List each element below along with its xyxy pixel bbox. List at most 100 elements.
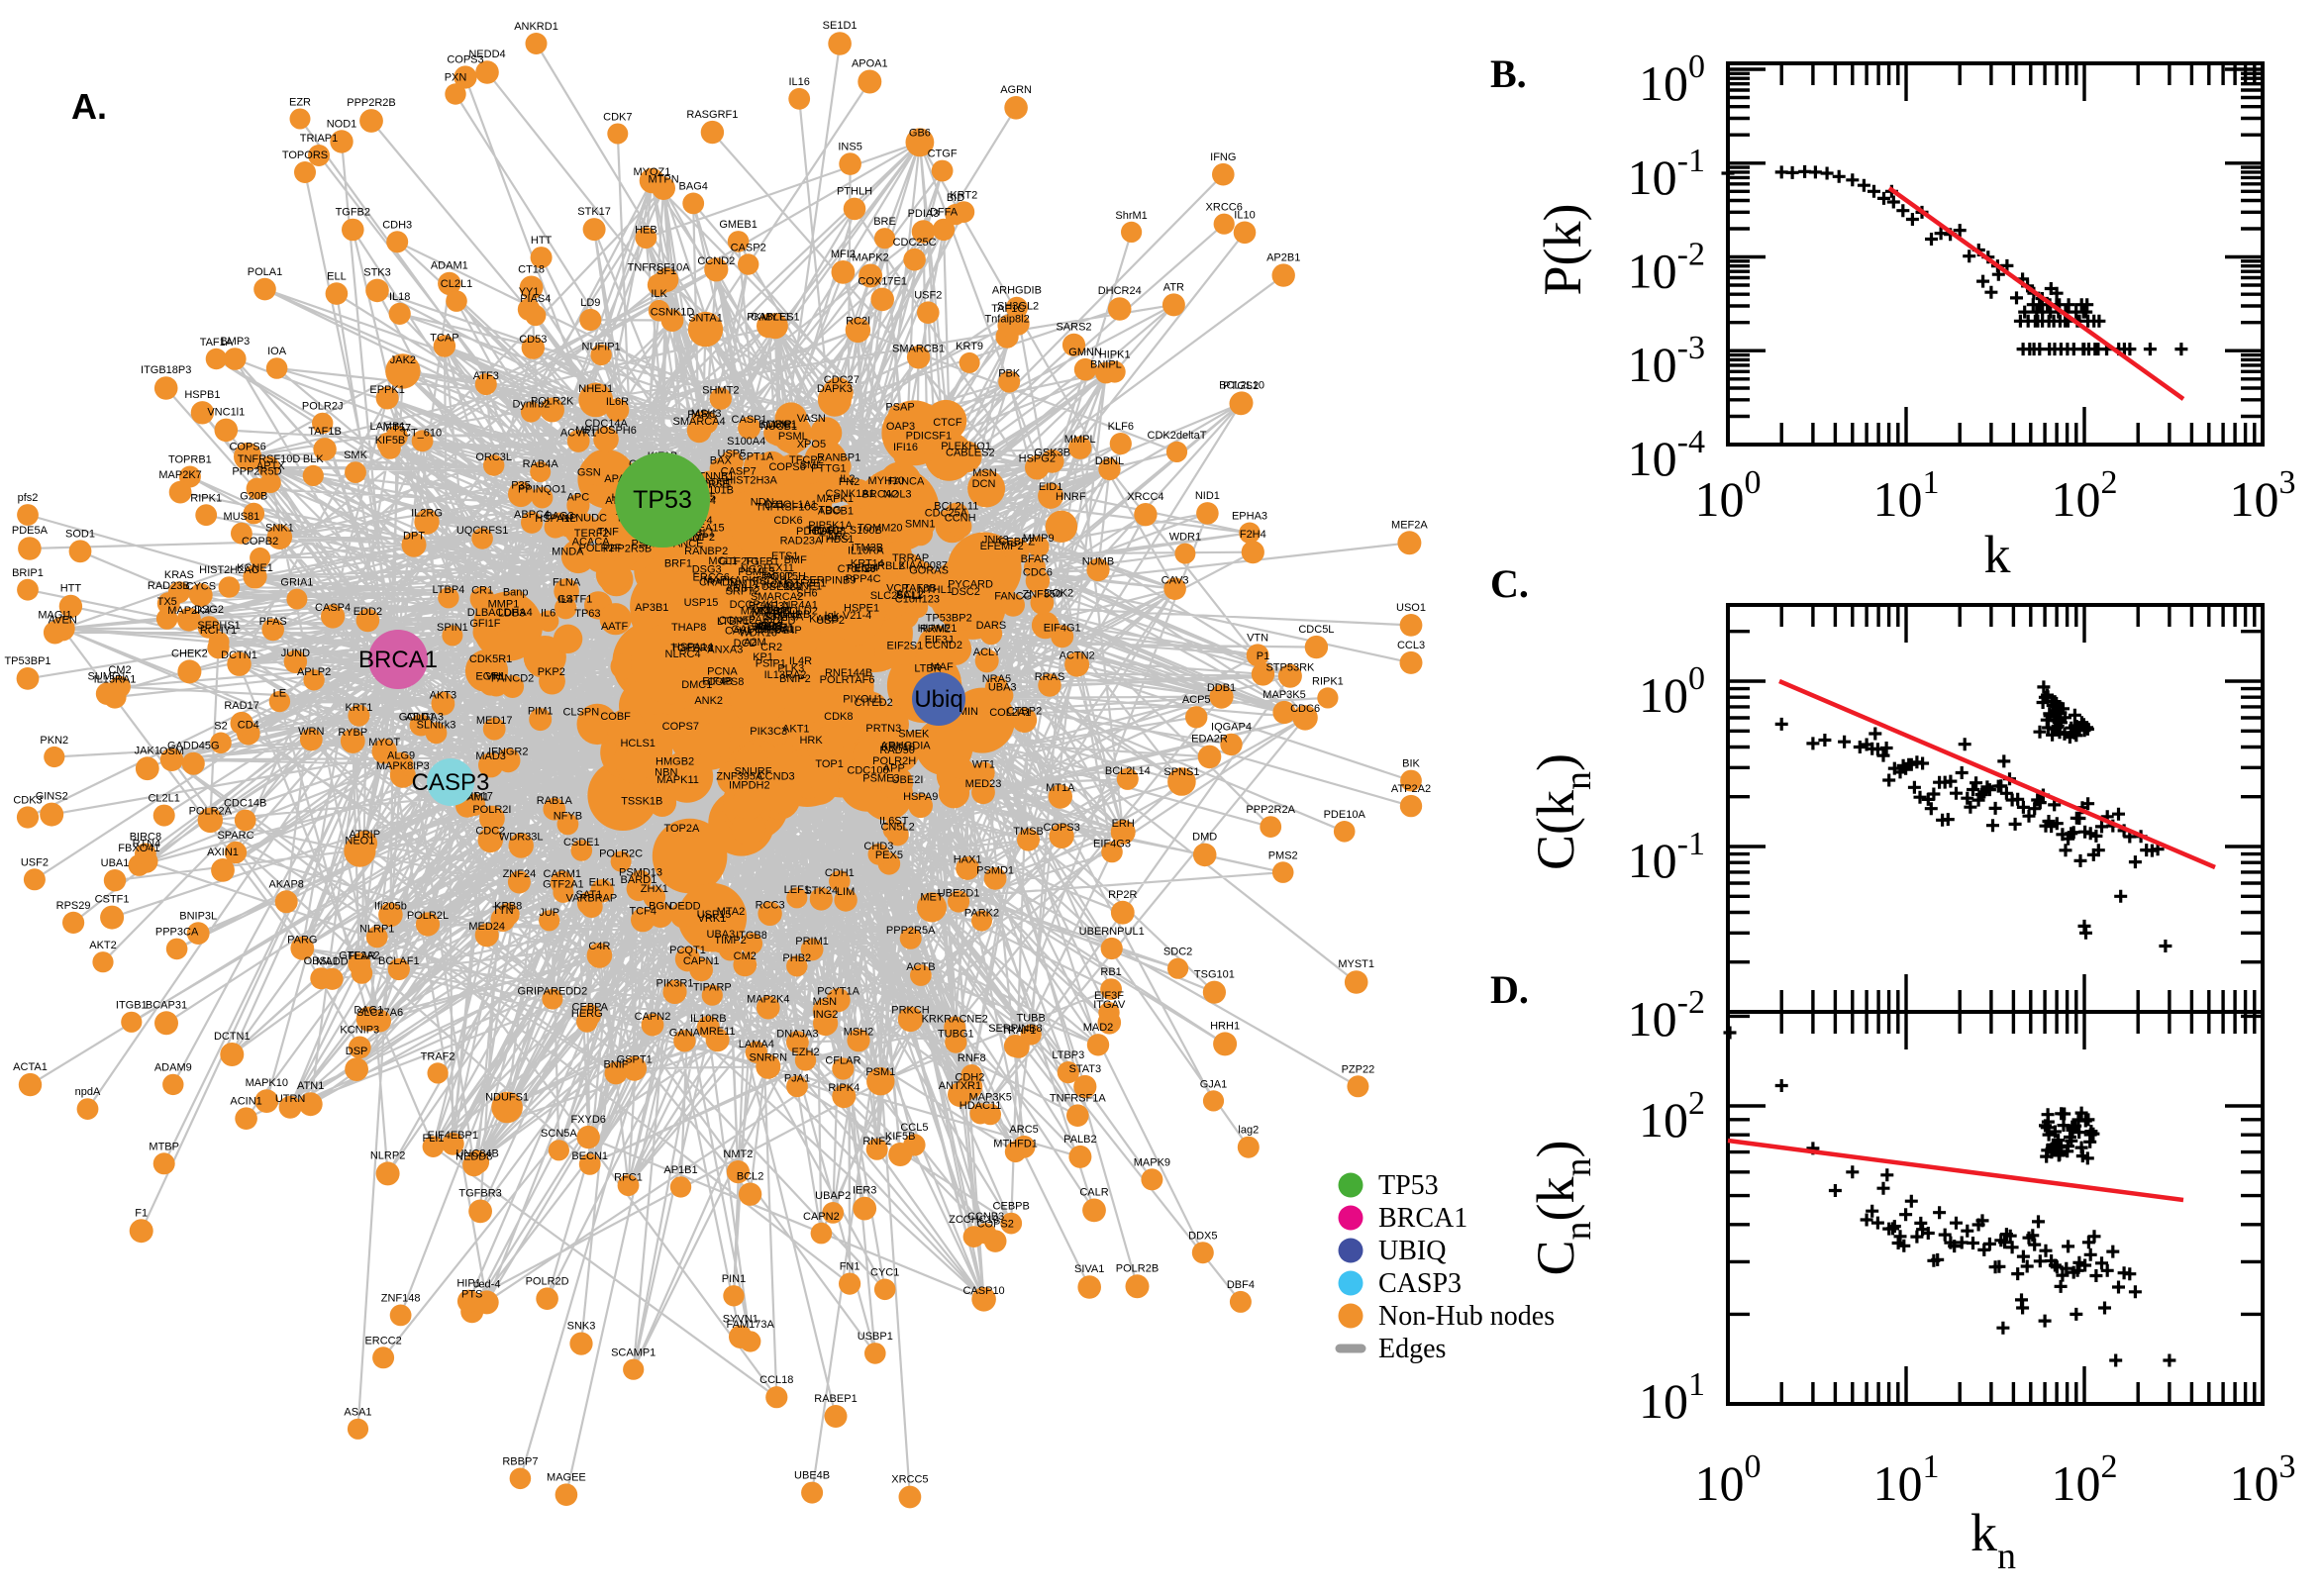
svg-text:LTBP4: LTBP4 (432, 584, 464, 596)
svg-text:BCL2L14: BCL2L14 (1105, 765, 1151, 777)
svg-text:BCCIP: BCCIP (758, 419, 792, 431)
svg-text:PTGS2: PTGS2 (1223, 380, 1259, 392)
svg-text:MYOT: MYOT (368, 737, 400, 748)
svg-text:lag2: lag2 (1238, 1125, 1259, 1137)
svg-text:ACTB: ACTB (906, 961, 935, 973)
svg-text:TAF1C: TAF1C (991, 303, 1025, 315)
svg-text:KPB8: KPB8 (494, 900, 522, 912)
svg-text:POLR2L: POLR2L (407, 910, 449, 922)
svg-text:BIK: BIK (1402, 758, 1420, 770)
svg-text:HMGB2: HMGB2 (656, 756, 694, 768)
svg-text:FLAR: FLAR (348, 950, 375, 962)
svg-text:G20B: G20B (240, 491, 267, 503)
svg-text:NTHL1: NTHL1 (918, 584, 953, 596)
svg-text:MTHFD1: MTHFD1 (993, 1138, 1038, 1149)
svg-text:VCP: VCP (886, 583, 909, 595)
svg-text:USP2: USP2 (816, 615, 845, 627)
svg-text:GRIPAREDD2: GRIPAREDD2 (518, 985, 588, 997)
svg-text:TSSK1B: TSSK1B (621, 796, 662, 808)
svg-text:10-2: 10-2 (1628, 984, 1705, 1047)
svg-text:CCNE2: CCNE2 (719, 615, 756, 627)
svg-text:C4R: C4R (588, 941, 610, 952)
svg-text:NUFIP1: NUFIP1 (582, 342, 621, 353)
svg-text:MEF2A: MEF2A (1391, 519, 1428, 531)
svg-text:USP15: USP15 (684, 597, 719, 609)
svg-text:MFI2: MFI2 (831, 249, 856, 260)
svg-text:OEDD: OEDD (669, 900, 701, 912)
svg-text:GADD5F3A1: GADD5F3A1 (731, 624, 794, 636)
svg-text:LEF1: LEF1 (784, 884, 810, 896)
svg-text:BLK: BLK (303, 453, 324, 465)
svg-text:ACACA: ACACA (572, 536, 611, 548)
svg-text:PPP2R5B: PPP2R5B (603, 544, 653, 555)
svg-text:USO1: USO1 (1396, 602, 1426, 614)
svg-text:IFT57: IFT57 (382, 423, 411, 435)
svg-text:TIMP2: TIMP2 (714, 935, 746, 947)
svg-text:ANK2: ANK2 (694, 695, 723, 707)
svg-text:101: 101 (1639, 1366, 1705, 1429)
svg-text:F2H4: F2H4 (1240, 529, 1266, 541)
svg-text:MAPKAPK5: MAPKAPK5 (703, 575, 761, 587)
svg-text:NID1: NID1 (1195, 490, 1220, 502)
svg-text:JAK2: JAK2 (390, 354, 416, 366)
svg-text:P1: P1 (1257, 650, 1269, 662)
svg-text:PN2: PN2 (839, 476, 859, 488)
svg-text:CASP10: CASP10 (962, 1285, 1004, 1297)
svg-text:PRTN3: PRTN3 (865, 723, 901, 735)
svg-text:TOP1: TOP1 (815, 758, 844, 770)
svg-text:ADAM1: ADAM1 (431, 260, 468, 272)
svg-text:DFFA: DFFA (930, 207, 959, 219)
svg-text:PPINQO1: PPINQO1 (518, 484, 566, 496)
svg-text:SNRPN: SNRPN (750, 1052, 788, 1064)
svg-text:TP53: TP53 (633, 486, 692, 514)
svg-text:CSNK1A1: CSNK1A1 (826, 488, 875, 500)
svg-text:TEX11: TEX11 (761, 562, 794, 574)
svg-text:UBE2D1: UBE2D1 (938, 888, 980, 900)
svg-text:RAD23A: RAD23A (780, 536, 823, 548)
svg-text:STAT5A: STAT5A (763, 612, 804, 624)
svg-text:CN5L2: CN5L2 (880, 821, 914, 833)
svg-text:KCNQ1: KCNQ1 (763, 579, 801, 591)
svg-text:RABEP1: RABEP1 (814, 1393, 857, 1405)
svg-text:KRT14: KRT14 (851, 557, 884, 569)
svg-text:MAPK8IP3: MAPK8IP3 (376, 760, 430, 772)
svg-text:CCL3: CCL3 (1397, 640, 1425, 651)
svg-text:USF2: USF2 (21, 856, 49, 868)
svg-text:ShrM1: ShrM1 (1115, 210, 1147, 222)
svg-text:LIG4: LIG4 (856, 562, 879, 574)
svg-text:CDH3: CDH3 (382, 219, 412, 231)
svg-text:EIF3F: EIF3F (1094, 990, 1124, 1002)
svg-text:SMK: SMK (344, 449, 368, 461)
svg-text:DCTN1: DCTN1 (221, 649, 257, 661)
svg-text:THRB: THRB (780, 609, 810, 621)
svg-text:RNF144B: RNF144B (825, 667, 872, 679)
svg-text:TOMM20: TOMM20 (858, 522, 903, 534)
svg-text:CDK2deltaT: CDK2deltaT (1148, 430, 1207, 442)
svg-text:FBXO41: FBXO41 (118, 843, 159, 854)
svg-text:CT18: CT18 (518, 264, 545, 276)
svg-text:WRN: WRN (298, 726, 324, 738)
svg-text:AKAP8: AKAP8 (268, 878, 303, 890)
svg-text:NHEJ1: NHEJ1 (578, 383, 613, 395)
svg-text:UNC84B: UNC84B (455, 1147, 498, 1159)
svg-text:CASP2: CASP2 (731, 242, 766, 253)
svg-text:PSME3: PSME3 (862, 772, 899, 784)
svg-text:FANCG: FANCG (994, 591, 1032, 603)
svg-text:UBERNPUL1: UBERNPUL1 (1079, 926, 1145, 938)
svg-text:102: 102 (1639, 1085, 1705, 1147)
svg-text:ZNF395A: ZNF395A (716, 770, 763, 782)
svg-text:TAF8B: TAF8B (903, 583, 936, 595)
svg-text:RB1: RB1 (1100, 966, 1121, 978)
svg-text:TP53BP2: TP53BP2 (926, 612, 972, 624)
svg-text:LDB3: LDB3 (498, 608, 526, 620)
svg-text:P(k): P(k) (1533, 204, 1592, 296)
svg-text:ARIH2: ARIH2 (726, 583, 758, 595)
svg-text:KIF5B: KIF5B (375, 435, 406, 447)
svg-text:PDCD6IP: PDCD6IP (796, 526, 844, 538)
svg-text:CSTF1: CSTF1 (95, 894, 130, 906)
svg-text:ced-4: ced-4 (473, 1278, 501, 1290)
svg-text:PSAP: PSAP (885, 401, 914, 413)
svg-text:RP2R: RP2R (1108, 889, 1137, 901)
svg-text:CAV3: CAV3 (1162, 575, 1189, 587)
svg-text:NUMB: NUMB (1082, 555, 1114, 567)
